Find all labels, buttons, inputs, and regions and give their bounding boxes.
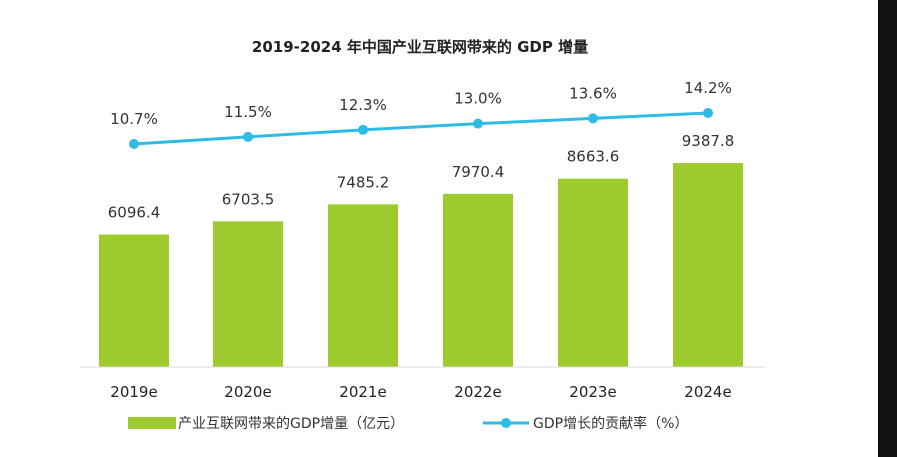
bar-2022e — [443, 193, 513, 367]
x-tick-label: 2019e — [110, 383, 157, 401]
bar-value-label: 7485.2 — [337, 173, 390, 191]
bar-value-label: 7970.4 — [452, 163, 505, 181]
chart-title: 2019-2024 年中国产业互联网带来的 GDP 增量 — [252, 38, 588, 56]
line-point-2021e — [358, 124, 368, 135]
line-point-2020e — [243, 131, 253, 142]
line-value-label: 11.5% — [224, 103, 272, 121]
line-point-2022e — [473, 118, 483, 129]
x-tick-label: 2023e — [569, 383, 616, 401]
bar-2021e — [328, 204, 398, 367]
legend-label-line: GDP增长的贡献率（%） — [533, 415, 688, 432]
dark-edge-strip — [878, 0, 897, 457]
contribution-line — [133, 111, 709, 146]
bar-value-label: 6703.5 — [222, 190, 275, 208]
bar-2020e — [213, 221, 283, 367]
x-tick-label: 2021e — [339, 383, 386, 401]
line-value-label: 12.3% — [339, 96, 387, 114]
bar-value-label: 6096.4 — [108, 204, 161, 222]
legend-swatch-bar — [128, 417, 176, 429]
line-point-2019e — [129, 139, 139, 149]
x-tick-label: 2020e — [224, 383, 271, 401]
legend: 产业互联网带来的GDP增量（亿元） GDP增长的贡献率（%） — [128, 415, 688, 432]
line-value-label: 13.0% — [454, 90, 502, 108]
line-point-2024e — [703, 108, 713, 118]
legend-label-bar: 产业互联网带来的GDP增量（亿元） — [178, 416, 404, 432]
bar-2019e — [99, 234, 169, 367]
line-value-label: 13.6% — [569, 84, 617, 102]
x-tick-label: 2022e — [454, 383, 501, 401]
x-tick-label: 2024e — [684, 383, 731, 401]
bar-2023e — [558, 178, 628, 367]
bar-2024e — [673, 163, 743, 367]
line-value-label: 10.7% — [110, 110, 158, 128]
plot-area: 6096.4 2019e 6703.5 2020e 7485.2 2021e 7970.4 2… — [99, 79, 743, 401]
line-point-2023e — [588, 113, 598, 124]
line-value-label: 14.2% — [684, 79, 732, 97]
legend-swatch-marker — [501, 418, 511, 428]
bar-value-label: 8663.6 — [567, 148, 620, 166]
bar-value-label: 9387.8 — [682, 132, 735, 150]
